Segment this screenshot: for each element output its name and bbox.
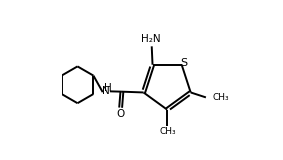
Text: O: O xyxy=(117,109,125,119)
Text: H: H xyxy=(104,84,112,93)
Text: CH₃: CH₃ xyxy=(213,93,229,102)
Text: H₂N: H₂N xyxy=(141,34,161,44)
Text: N: N xyxy=(102,86,109,96)
Text: S: S xyxy=(180,58,187,68)
Text: CH₃: CH₃ xyxy=(160,127,176,136)
